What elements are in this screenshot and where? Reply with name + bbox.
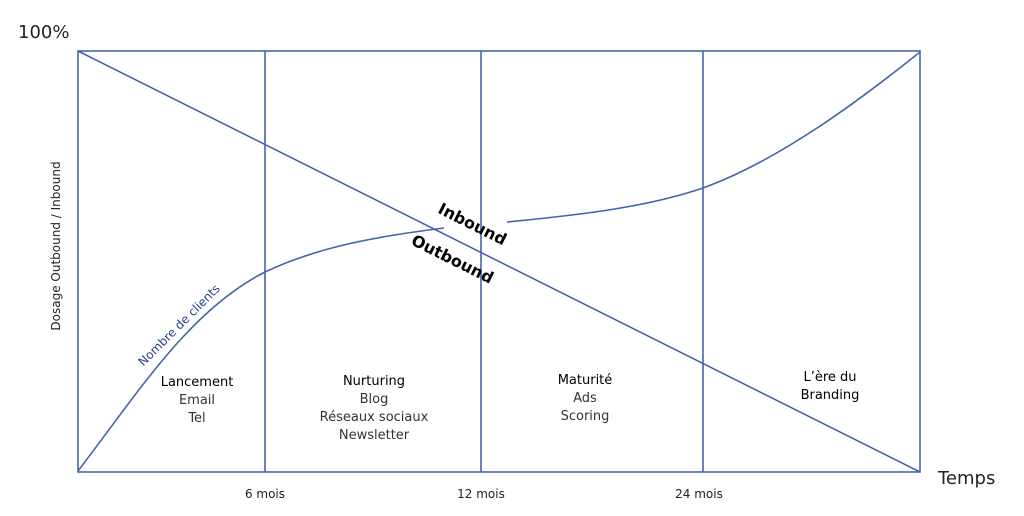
phase-item: Email <box>179 393 215 408</box>
outbound-diagonal-line <box>77 50 921 473</box>
clients-curve-upper <box>506 51 921 223</box>
phase-title: Lancement <box>161 375 234 390</box>
phase-item: Tel <box>187 411 205 426</box>
phase-item: Ads <box>573 391 597 406</box>
diagram-frame <box>77 50 921 473</box>
clients-curve-label: Nombre de clients <box>135 281 222 368</box>
phase-item: Blog <box>360 392 389 407</box>
tick-label: 6 mois <box>245 487 285 501</box>
phase-item: Scoring <box>561 409 610 424</box>
x-axis-label: Temps <box>937 468 995 489</box>
phase-title: L’ère du <box>803 370 856 385</box>
tick-label: 24 mois <box>675 487 723 501</box>
phase-title: Nurturing <box>343 374 405 389</box>
y-top-label: 100% <box>18 22 69 43</box>
y-axis-label: Dosage Outbound / Inbound <box>49 161 63 330</box>
phase-title: Branding <box>801 388 860 403</box>
tick-label: 12 mois <box>457 487 505 501</box>
phase-item: Réseaux sociaux <box>320 410 429 425</box>
phase-item: Newsletter <box>339 428 410 443</box>
phase-title: Maturité <box>558 373 613 388</box>
inbound-label: Inbound <box>435 199 510 249</box>
clients-curve-lower <box>77 227 445 472</box>
